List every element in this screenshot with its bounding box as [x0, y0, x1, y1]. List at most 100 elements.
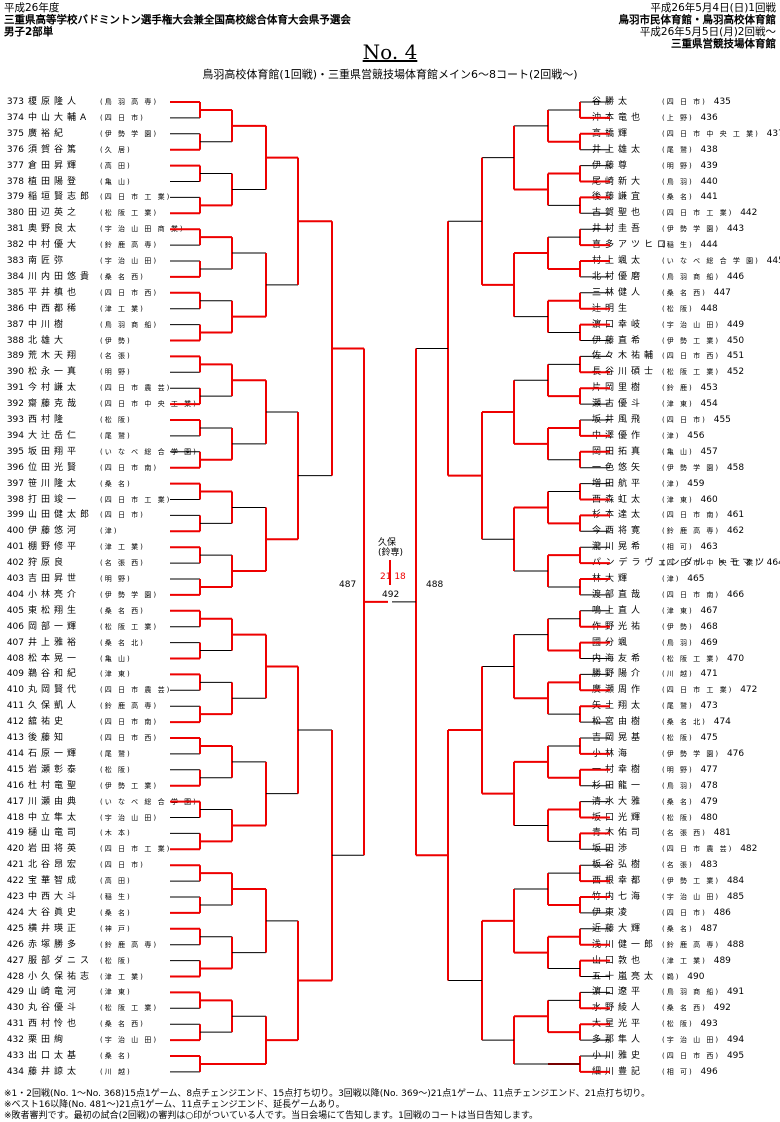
player-row: 416 杜村竜聖 (伊 勢 工 業)	[2, 781, 158, 792]
player-row: 414 石原一輝 (尾 鷲)	[2, 749, 132, 760]
player-school: (明 野)	[662, 765, 694, 774]
player-name: 沖本竜也	[592, 112, 645, 123]
player-name: 大星光平	[592, 1019, 645, 1030]
player-school: (伊 勢 学 園)	[662, 749, 721, 758]
player-row: 片岡里樹 (鈴 鹿) 453	[592, 383, 722, 394]
player-school: (神 戸)	[100, 924, 132, 933]
player-school: (四 日 市 西)	[100, 288, 159, 297]
player-row: 398 打田竣一 (四 日 市 工 業)	[2, 495, 171, 506]
player-name: 横井瑛正	[28, 923, 81, 934]
player-name: 位田光賢	[28, 462, 81, 473]
player-school: (川 越)	[662, 670, 694, 679]
player-school: (松 阪)	[100, 765, 132, 774]
player-number: 470	[726, 653, 745, 664]
player-school: (松 阪 工 業)	[662, 654, 721, 663]
player-name: 中山大輔A	[28, 112, 91, 123]
player-number: 475	[700, 733, 718, 743]
player-number: 490	[687, 971, 705, 982]
player-number: 482	[740, 844, 758, 855]
player-number: 397	[6, 478, 24, 489]
player-number: 472	[740, 685, 758, 696]
player-name: 小川雅史	[592, 1051, 645, 1061]
player-school: (四 日 市)	[100, 511, 145, 520]
document-number: No. 4	[362, 40, 418, 64]
player-number: 485	[726, 892, 745, 902]
player-row: 427 服部ダニス (松 阪)	[2, 956, 132, 967]
player-school: (鳥 羽 高 専)	[100, 98, 159, 106]
venue-line: 鳥羽高校体育館(1回戦)・三重県営競技場体育館メイン6～8コート(2回戦～)	[202, 68, 578, 81]
player-row: 一村幸樹 (明 野) 477	[592, 765, 722, 776]
player-name: 打田竣一	[28, 494, 81, 505]
player-row: 390 松永一真 (明 野)	[2, 367, 132, 378]
player-row: 401 棚野修平 (津 工 業)	[2, 542, 145, 553]
player-name: 瀬古優斗	[592, 399, 645, 410]
player-row: 竹内七海 (宇 治 山 田) 485	[592, 892, 748, 903]
player-school: (宇 治 山 田)	[100, 257, 159, 265]
player-school: (尾 鷲)	[662, 702, 694, 711]
player-row: 岡田拓真 (亀 山) 457	[592, 447, 722, 458]
player-row: 大星光平 (松 阪) 493	[592, 1019, 722, 1030]
player-name: 内海友希	[592, 653, 645, 664]
player-number: 436	[700, 112, 718, 123]
player-school: (鳥 羽 商 船)	[662, 988, 721, 997]
player-number: 384	[6, 271, 24, 282]
player-school: (四 日 市 西)	[100, 734, 159, 742]
player-row: 渡部直哉 (四 日 市 南) 466	[592, 590, 748, 601]
player-school: (明 野)	[100, 575, 132, 583]
player-number: 483	[700, 860, 718, 871]
player-school: (鈴 鹿 高 専)	[100, 702, 159, 711]
player-school: (宇 治 山 田)	[100, 1036, 159, 1045]
player-school: (鵜)	[662, 972, 681, 981]
player-number: 392	[6, 399, 24, 410]
player-row: 長谷川碩士 (松 阪 工 業) 452	[592, 367, 748, 378]
player-number: 435	[713, 97, 731, 107]
player-name: 中立隼太	[28, 812, 81, 823]
player-number: 463	[700, 542, 718, 553]
player-name: 石原一輝	[28, 748, 81, 759]
player-row: 坂口光輝 (松 阪) 480	[592, 813, 722, 824]
player-school: (津 工 業)	[100, 304, 145, 313]
player-number: 380	[6, 208, 24, 219]
player-name: 植田陽登	[28, 176, 81, 187]
player-school: (い な べ 総 合 学 園)	[662, 257, 760, 265]
player-number: 388	[6, 335, 24, 346]
player-name: 勝野陽介	[592, 669, 645, 680]
header-tournament: 三重県高等学校バドミントン選手権大会兼全国高校総合体育大会県予選会	[4, 14, 351, 26]
player-row: 394 大辻岳仁 (尾 鷲)	[2, 431, 132, 442]
player-row: 松宮由樹 (桑 名 北) 474	[592, 717, 735, 728]
player-row: 381 奥野良太 (宇 治 山 田 商 業)	[2, 224, 185, 235]
player-name: 吉田昇世	[28, 574, 81, 584]
player-number: 410	[6, 685, 24, 696]
header-year: 平成26年度	[4, 2, 60, 14]
player-number: 398	[6, 494, 24, 505]
player-school: (宇 治 山 田)	[100, 813, 159, 822]
player-number: 440	[700, 176, 718, 187]
player-row: 413 後藤知 (四 日 市 西)	[2, 733, 158, 744]
player-name: 今村謙太	[28, 383, 81, 394]
player-name: 狩原良	[28, 558, 68, 569]
player-row: 井村圭吾 (伊 勢 学 園) 443	[592, 224, 748, 235]
player-school: (津 工 業)	[100, 543, 145, 552]
player-name: 尾崎新大	[592, 176, 645, 187]
player-school: (伊 勢 学 園)	[662, 225, 721, 234]
player-school: (四 日 市 工 業)	[662, 209, 734, 218]
player-name: 長谷川碩士	[592, 367, 658, 378]
player-name: 渡部直哉	[592, 589, 645, 600]
player-school: (鳥 羽 商 船)	[100, 320, 159, 329]
player-row: 425 横井瑛正 (神 戸)	[2, 924, 132, 935]
player-school: (津)	[662, 431, 681, 440]
player-number: 411	[6, 701, 24, 712]
player-number: 391	[6, 383, 24, 394]
player-number: 417	[6, 796, 24, 807]
player-school: (桑 名)	[662, 924, 694, 933]
player-number: 406	[6, 621, 24, 632]
player-number: 419	[6, 828, 24, 839]
final-winner-school: (鈴専)	[378, 548, 404, 558]
player-name: 坂井風飛	[592, 415, 645, 425]
player-name: 今西将寛	[592, 526, 645, 537]
player-number: 462	[726, 526, 745, 537]
player-row: 山口敦也 (津 工 業) 489	[592, 956, 735, 967]
player-school: (鈴 鹿 高 専)	[100, 940, 159, 949]
player-school: (津 東)	[100, 988, 132, 997]
player-school: (四 日 市 農 芸)	[100, 384, 172, 393]
